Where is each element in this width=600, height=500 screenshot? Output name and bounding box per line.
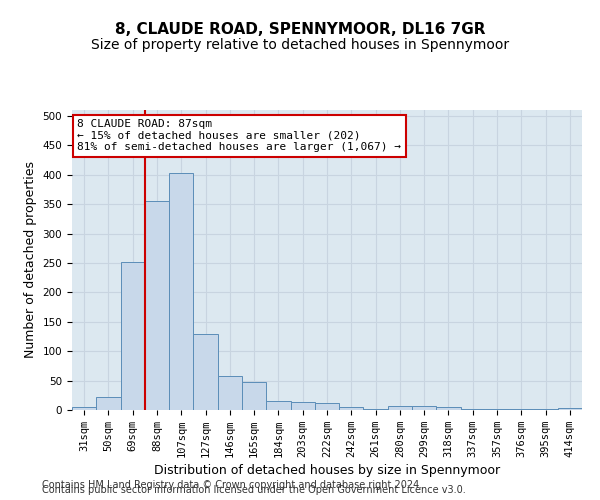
Bar [266, 400, 290, 410]
Bar [412, 406, 436, 410]
Bar [436, 407, 461, 410]
Y-axis label: Number of detached properties: Number of detached properties [24, 162, 37, 358]
Bar [290, 402, 315, 410]
Bar [72, 407, 96, 410]
Bar [558, 408, 582, 410]
Bar [145, 201, 169, 410]
Bar [96, 397, 121, 410]
Text: Contains HM Land Registry data © Crown copyright and database right 2024.: Contains HM Land Registry data © Crown c… [42, 480, 422, 490]
X-axis label: Distribution of detached houses by size in Spennymoor: Distribution of detached houses by size … [154, 464, 500, 477]
Bar [169, 173, 193, 410]
Bar [364, 409, 388, 410]
Text: 8, CLAUDE ROAD, SPENNYMOOR, DL16 7GR: 8, CLAUDE ROAD, SPENNYMOOR, DL16 7GR [115, 22, 485, 38]
Bar [218, 376, 242, 410]
Text: Contains public sector information licensed under the Open Government Licence v3: Contains public sector information licen… [42, 485, 466, 495]
Bar [339, 407, 364, 410]
Bar [193, 334, 218, 410]
Bar [242, 382, 266, 410]
Bar [121, 262, 145, 410]
Text: Size of property relative to detached houses in Spennymoor: Size of property relative to detached ho… [91, 38, 509, 52]
Bar [388, 406, 412, 410]
Bar [315, 403, 339, 410]
Text: 8 CLAUDE ROAD: 87sqm
← 15% of detached houses are smaller (202)
81% of semi-deta: 8 CLAUDE ROAD: 87sqm ← 15% of detached h… [77, 119, 401, 152]
